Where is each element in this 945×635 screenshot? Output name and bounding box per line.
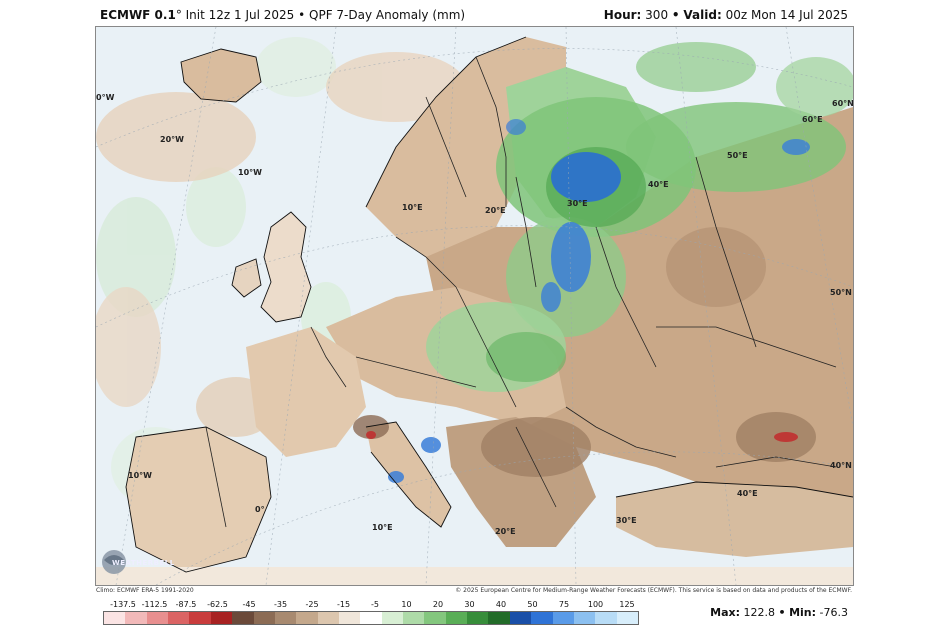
- wet-anomaly-areas: [426, 42, 853, 392]
- valid-label: Valid:: [683, 8, 722, 22]
- min-label: Min:: [789, 606, 817, 619]
- colorbar-swatch: [424, 612, 446, 624]
- colorbar-tick-label: 30: [464, 600, 475, 609]
- colorbar-swatch: [104, 612, 126, 624]
- lon-label-40e-south: 40°E: [737, 489, 758, 498]
- colorbar-tick-label: 75: [558, 600, 570, 609]
- colorbar-swatch: [595, 612, 617, 624]
- colorbar-tick-label: 50: [527, 600, 538, 609]
- logo-graphic: [102, 550, 126, 574]
- ocean-dry-areas: [96, 52, 466, 437]
- heavy-anomaly-areas: [388, 119, 810, 483]
- min-value: -76.3: [819, 606, 848, 619]
- colorbar-swatch: [125, 612, 147, 624]
- init-description: ° Init 12z 1 Jul 2025 • QPF 7-Day Anomal…: [175, 8, 466, 22]
- colorbar-tick-label: 100: [587, 600, 604, 609]
- lon-label-20w: 20°W: [160, 135, 184, 144]
- lat-label-40n: 40°N: [830, 461, 852, 470]
- colorbar-swatch: [296, 612, 318, 624]
- lat-label-50n: 50°N: [830, 288, 852, 297]
- colorbar-swatch: [403, 612, 425, 624]
- weatherbell-logo: WEATHERBELL: [98, 548, 174, 576]
- lat-label-60n: 60°N: [832, 99, 853, 108]
- stats-separator: •: [778, 606, 786, 619]
- graticule: [96, 27, 853, 585]
- coastlines: [125, 36, 853, 573]
- colorbar-swatch: [445, 612, 468, 624]
- lon-label-10e-south: 10°E: [372, 523, 393, 532]
- colorbar-swatch: [552, 612, 574, 624]
- colorbar-swatch: [146, 612, 169, 624]
- dry-anomaly-areas: [353, 227, 816, 477]
- colorbar-tick-label: -87.5: [175, 600, 197, 609]
- country-borders: [205, 56, 837, 528]
- colorbar-swatch: [232, 612, 254, 624]
- colorbar-tick-label: -62.5: [207, 600, 228, 609]
- colorbar-tick-label: -15: [336, 600, 351, 609]
- colorbar-tick-label: -112.5: [141, 600, 168, 609]
- logo-text: WEATHERBELL: [112, 559, 175, 567]
- lon-label-10w: 10°W: [238, 168, 262, 177]
- colorbar-swatch: [253, 612, 275, 624]
- precipitation-anomaly-map[interactable]: 0°W 20°W 10°W 10°E 20°E 30°E 40°E 50°E 6…: [95, 26, 854, 586]
- colorbar-swatch: [509, 612, 532, 624]
- max-label: Max:: [710, 606, 741, 619]
- lon-label-40e: 40°E: [648, 180, 669, 189]
- colorbar-swatch: [531, 612, 553, 624]
- valid-value: 00z Mon 14 Jul 2025: [725, 8, 848, 22]
- lon-label-0: 0°: [255, 505, 265, 514]
- colorbar-swatch: [360, 612, 382, 624]
- colorbar-swatch: [338, 612, 361, 624]
- colorbar-tick-label: 10: [401, 600, 412, 609]
- colorbar-swatch: [189, 612, 211, 624]
- max-min-stats: Max: 122.8 • Min: -76.3: [710, 606, 848, 619]
- colorbar-swatch: [381, 612, 404, 624]
- colorbar-tick-label: -5: [371, 600, 379, 609]
- colorbar-tick-label: 40: [495, 600, 507, 609]
- valid-time: Hour: 300 • Valid: 00z Mon 14 Jul 2025: [604, 8, 848, 22]
- colorbar-tick-label: 125: [619, 600, 635, 609]
- colorbar-swatch: [274, 612, 297, 624]
- colorbar-tick-label: 20: [432, 600, 444, 609]
- colorbar-swatch: [467, 612, 489, 624]
- colorbar-tick-label: -25: [305, 600, 319, 609]
- colorbar-swatch: [616, 612, 638, 624]
- colorbar-tick-label: -45: [242, 600, 256, 609]
- lon-label-0w: 0°W: [96, 93, 115, 102]
- colorbar: [103, 611, 639, 625]
- colorbar-tick-label: -137.5: [110, 600, 136, 609]
- map-canvas: [96, 27, 853, 585]
- lon-label-30e-south: 30°E: [616, 516, 637, 525]
- colorbar-swatch: [317, 612, 339, 624]
- colorbar-tick-label: -35: [273, 600, 288, 609]
- lon-label-10e: 10°E: [402, 203, 423, 212]
- lon-label-30e: 30°E: [567, 199, 588, 208]
- lon-label-60e: 60°E: [802, 115, 823, 124]
- max-value: 122.8: [743, 606, 776, 619]
- ocean-wet-areas: [96, 37, 351, 507]
- lon-label-50e: 50°E: [727, 151, 748, 160]
- lon-label-10w-south: 10°W: [128, 471, 152, 480]
- colorbar-swatch: [168, 612, 190, 624]
- header-separator: •: [671, 8, 680, 22]
- hour-value: 300: [645, 8, 669, 22]
- colorbar-swatch: [488, 612, 510, 624]
- model-name: ECMWF 0.1: [100, 8, 176, 22]
- lon-label-20e: 20°E: [485, 206, 506, 215]
- copyright-note: © 2025 European Centre for Medium-Range …: [455, 587, 852, 594]
- land-masses: [96, 37, 853, 585]
- map-title: ECMWF 0.1° Init 12z 1 Jul 2025 • QPF 7-D…: [100, 8, 465, 22]
- climo-note: Climo: ECMWF ERA-5 1991-2020: [96, 587, 194, 594]
- colorbar-swatch: [573, 612, 596, 624]
- lon-label-20e-south: 20°E: [495, 527, 516, 536]
- hour-label: Hour:: [603, 8, 642, 22]
- colorbar-swatch: [210, 612, 233, 624]
